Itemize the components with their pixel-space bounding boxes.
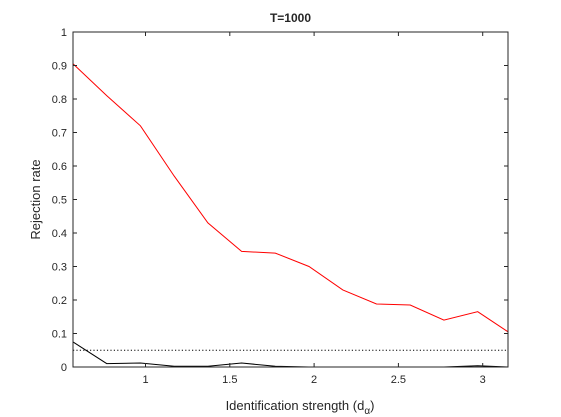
- x-axis-label-subscript: α: [364, 406, 370, 417]
- y-tick-label: 0.3: [52, 262, 67, 274]
- x-axis-label-main: Identification strength (d: [226, 398, 365, 413]
- y-tick-label: 0.4: [52, 228, 67, 240]
- x-tick-label: 2.5: [391, 374, 406, 386]
- y-tick-label: 0.2: [52, 295, 67, 307]
- x-axis-label-close: ): [370, 398, 374, 413]
- x-axis-label: Identification strength (dα): [226, 398, 375, 417]
- series-line-2: [72, 341, 509, 368]
- x-tick-label: 3: [480, 374, 486, 386]
- axis-ticks: 1 1.5 2 2.5 3 0 0.1 0.2 0.3 0.4 0.5 0.6 0.7 0.8 0.9 1: [52, 27, 508, 386]
- axes-box: [72, 31, 509, 368]
- y-axis-label: Rejection rate: [28, 159, 43, 239]
- series-line-1: [72, 63, 509, 333]
- y-tick-label: 1: [61, 27, 67, 39]
- y-tick-label: 0.9: [52, 61, 67, 73]
- x-tick-label: 1.5: [222, 374, 237, 386]
- y-tick-label: 0.5: [52, 195, 67, 207]
- y-tick-label: 0.6: [52, 161, 67, 173]
- x-tick-label: 1: [142, 374, 148, 386]
- y-tick-label: 0.7: [52, 128, 67, 140]
- series-lines: [72, 63, 509, 368]
- x-tick-label: 2: [311, 374, 317, 386]
- chart-title: T=1000: [270, 11, 311, 25]
- y-tick-label: 0.8: [52, 94, 67, 106]
- y-tick-label: 0.1: [52, 329, 67, 341]
- y-tick-label: 0: [61, 362, 67, 374]
